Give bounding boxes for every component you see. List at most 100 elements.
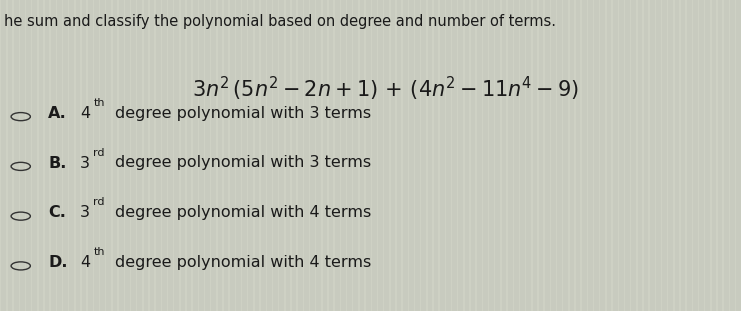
Bar (74, 0, 76, 311)
Text: $3n^2\,(5n^2-2n+1)\,+\,(4n^2-11n^4-9)$: $3n^2\,(5n^2-2n+1)\,+\,(4n^2-11n^4-9)$ (192, 75, 579, 103)
Bar (550, 0, 551, 311)
Bar (346, 0, 348, 311)
Bar (272, 0, 273, 311)
Bar (617, 0, 619, 311)
Bar (117, 0, 119, 311)
Bar (580, 0, 582, 311)
Bar (328, 0, 329, 311)
Bar (685, 0, 687, 311)
Bar (574, 0, 576, 311)
Bar (296, 0, 298, 311)
Bar (488, 0, 489, 311)
Bar (722, 0, 724, 311)
Bar (62, 0, 63, 311)
Bar (395, 0, 396, 311)
Bar (130, 0, 131, 311)
Bar (339, 0, 341, 311)
Bar (537, 0, 539, 311)
Bar (408, 0, 409, 311)
Bar (420, 0, 422, 311)
Bar (376, 0, 378, 311)
Bar (389, 0, 391, 311)
Bar (717, 0, 718, 311)
Bar (648, 0, 650, 311)
Bar (259, 0, 261, 311)
Bar (68, 0, 70, 311)
Bar (519, 0, 520, 311)
Bar (463, 0, 465, 311)
Bar (506, 0, 508, 311)
Bar (636, 0, 637, 311)
Text: th: th (93, 247, 105, 257)
Bar (358, 0, 359, 311)
Bar (173, 0, 174, 311)
Text: degree polynomial with 4 terms: degree polynomial with 4 terms (115, 255, 371, 270)
Bar (167, 0, 168, 311)
Bar (204, 0, 205, 311)
Bar (661, 0, 662, 311)
Bar (426, 0, 428, 311)
Text: degree polynomial with 4 terms: degree polynomial with 4 terms (115, 205, 371, 220)
Text: B.: B. (48, 156, 67, 170)
Bar (642, 0, 644, 311)
Bar (667, 0, 668, 311)
Bar (50, 0, 51, 311)
Bar (111, 0, 113, 311)
Bar (728, 0, 730, 311)
Bar (439, 0, 440, 311)
Bar (593, 0, 594, 311)
Text: rd: rd (93, 197, 105, 207)
Bar (124, 0, 125, 311)
Bar (87, 0, 88, 311)
Bar (352, 0, 353, 311)
Bar (142, 0, 144, 311)
Bar (556, 0, 557, 311)
Bar (290, 0, 292, 311)
Bar (562, 0, 563, 311)
Bar (587, 0, 588, 311)
Bar (13, 0, 14, 311)
Bar (624, 0, 625, 311)
Bar (228, 0, 230, 311)
Bar (494, 0, 496, 311)
Bar (679, 0, 681, 311)
Bar (154, 0, 156, 311)
Text: degree polynomial with 3 terms: degree polynomial with 3 terms (115, 156, 371, 170)
Bar (99, 0, 100, 311)
Bar (698, 0, 700, 311)
Bar (531, 0, 533, 311)
Text: D.: D. (48, 255, 67, 270)
Bar (253, 0, 255, 311)
Bar (148, 0, 150, 311)
Bar (710, 0, 711, 311)
Bar (185, 0, 187, 311)
Bar (191, 0, 193, 311)
Bar (309, 0, 310, 311)
Bar (365, 0, 366, 311)
Bar (80, 0, 82, 311)
Bar (599, 0, 600, 311)
Bar (37, 0, 39, 311)
Bar (611, 0, 613, 311)
Text: th: th (93, 98, 105, 108)
Bar (43, 0, 44, 311)
Text: 3: 3 (80, 156, 90, 170)
Text: he sum and classify the polynomial based on degree and number of terms.: he sum and classify the polynomial based… (4, 14, 556, 29)
Bar (210, 0, 211, 311)
Bar (56, 0, 57, 311)
Bar (265, 0, 267, 311)
Bar (445, 0, 446, 311)
Text: 4: 4 (80, 255, 90, 270)
Bar (432, 0, 433, 311)
Bar (605, 0, 607, 311)
Bar (241, 0, 242, 311)
Bar (333, 0, 335, 311)
Bar (321, 0, 322, 311)
Text: 4: 4 (80, 106, 90, 121)
Bar (19, 0, 20, 311)
Text: A.: A. (48, 106, 67, 121)
Bar (673, 0, 674, 311)
Bar (402, 0, 403, 311)
Bar (24, 0, 26, 311)
Text: rd: rd (93, 148, 105, 158)
